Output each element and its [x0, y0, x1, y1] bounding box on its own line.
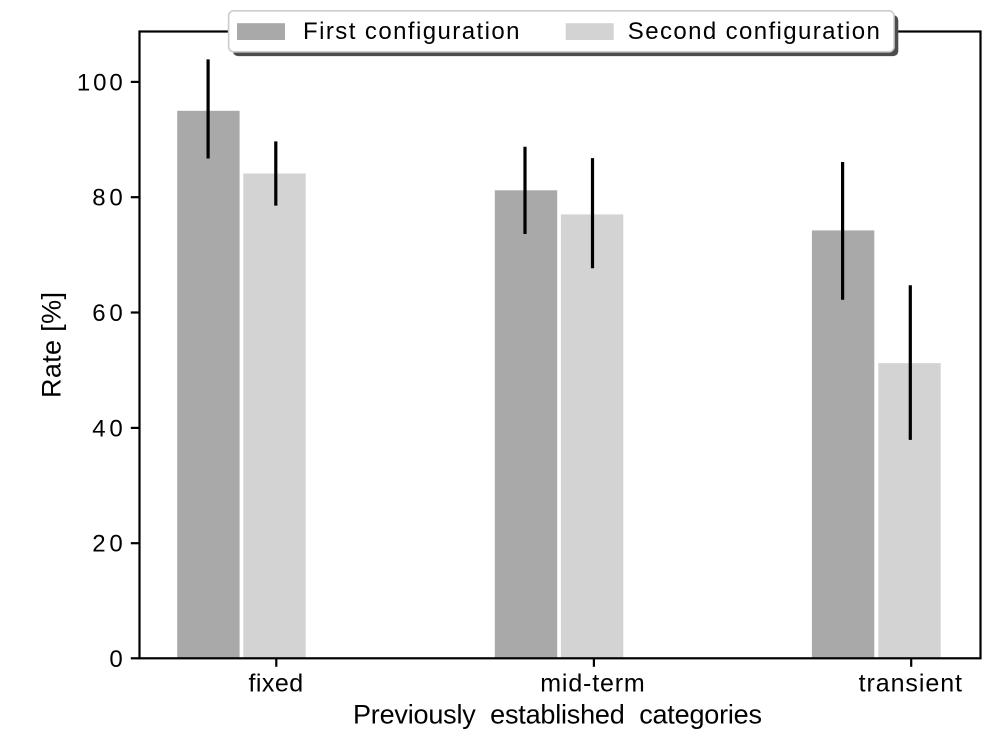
svg-text:mid-term: mid-term	[540, 670, 645, 698]
svg-text:Second configuration: Second configuration	[628, 18, 880, 45]
svg-text:100: 100	[77, 69, 123, 96]
svg-text:Previously established categ: Previously established categories	[353, 700, 762, 730]
svg-text:First configuration: First configuration	[303, 18, 520, 45]
svg-text:transient: transient	[859, 670, 962, 698]
svg-text:0: 0	[109, 646, 122, 673]
svg-text:fixed: fixed	[249, 670, 304, 698]
svg-text:Rate [%]: Rate [%]	[37, 292, 67, 398]
